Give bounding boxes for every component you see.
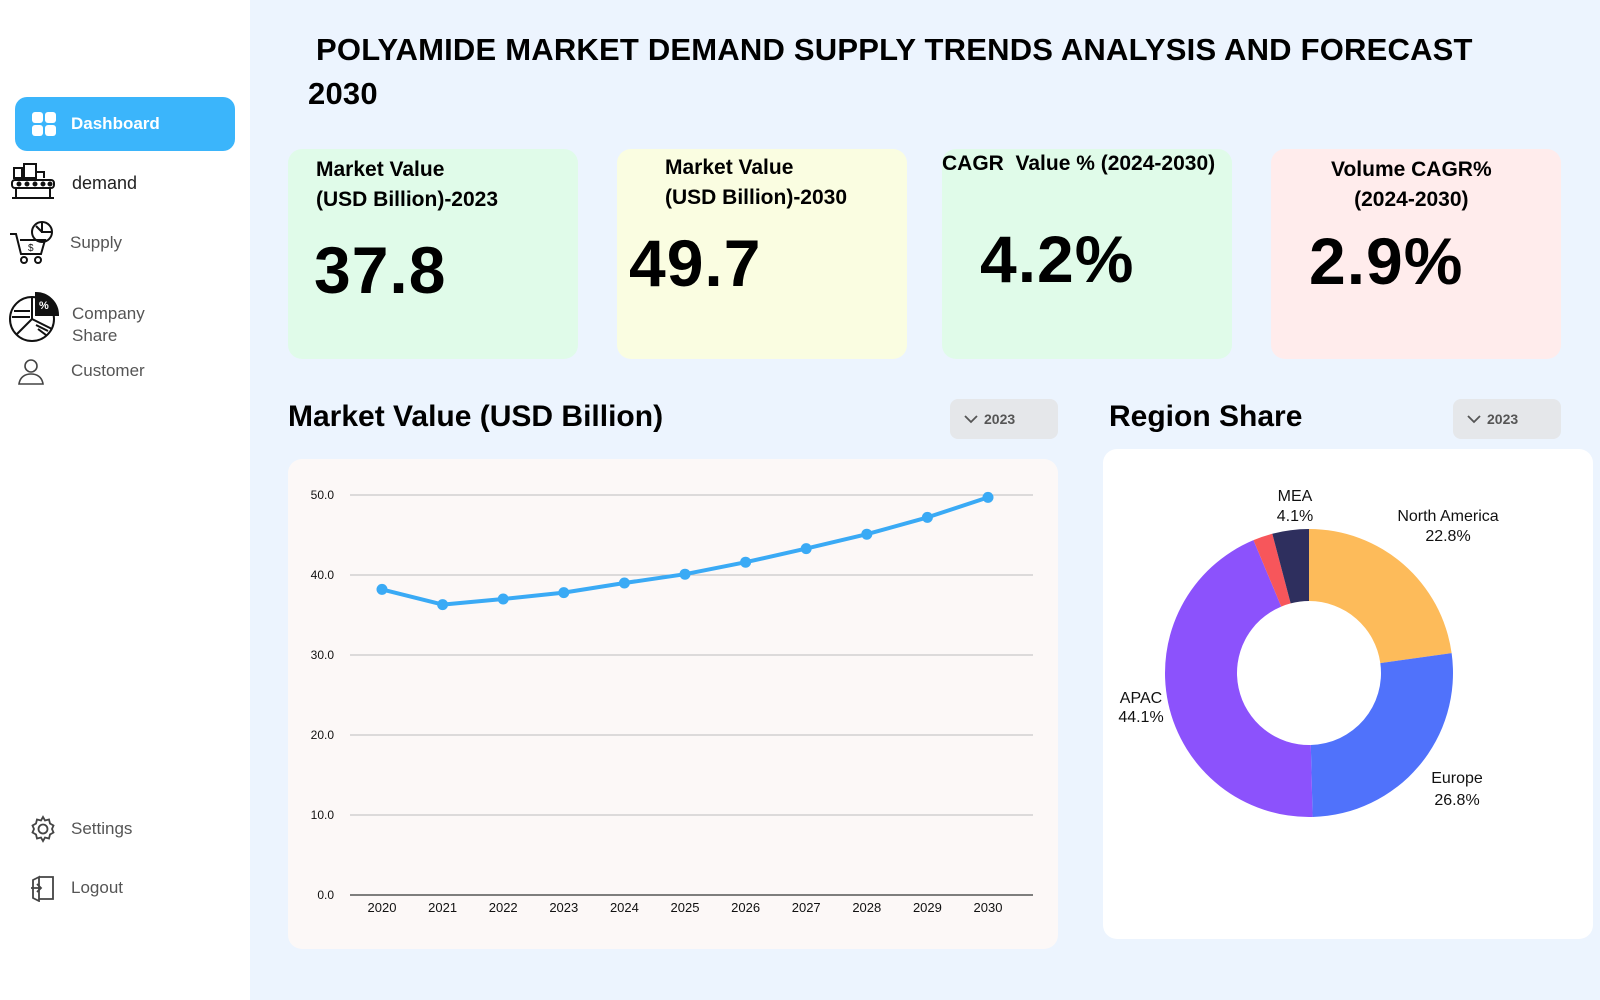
kpi-card-volume-cagr: Volume CAGR% (2024-2030) 2.9% (1271, 149, 1561, 359)
kpi-value: 2.9% (1309, 224, 1464, 298)
sidebar-item-label: Customer (71, 361, 145, 380)
data-point (679, 568, 691, 580)
data-point (982, 491, 994, 503)
data-point (800, 543, 812, 555)
logout-door-icon (29, 874, 57, 902)
page-title-line2: 2030 (308, 76, 378, 111)
gear-icon (29, 815, 57, 843)
slice-value-label: 44.1% (1118, 709, 1163, 726)
kpi-label: Volume CAGR% (1331, 158, 1492, 181)
y-tick-label: 30.0 (311, 648, 335, 662)
cart-dollar-icon: $ (8, 220, 54, 266)
sidebar-item-customer[interactable]: Customer (17, 357, 145, 385)
series-line (381, 495, 989, 607)
kpi-label: (USD Billion)-2023 (316, 188, 499, 211)
data-point (376, 583, 388, 595)
slice-name-label: APAC (1120, 690, 1162, 707)
x-tick-label: 2029 (913, 900, 942, 915)
kpi-label: Market Value (316, 158, 445, 181)
pie-slice (1253, 533, 1291, 607)
data-point (618, 577, 630, 589)
pie-slice (1165, 540, 1313, 817)
x-tick-label: 2023 (549, 900, 578, 915)
market-value-year-dropdown[interactable]: 2023 (950, 399, 1058, 439)
pie-slice (1309, 529, 1452, 664)
region-share-chart-card: North America 22.8% Europe 26.8% APAC 44.1% ME… (1103, 449, 1593, 939)
x-tick-label: 2030 (974, 900, 1003, 915)
dashboard-grid-icon (31, 111, 57, 137)
sidebar-item-company-share[interactable]: % Company Share (8, 287, 145, 347)
svg-text:$: $ (28, 243, 34, 254)
slice-name-label: North America (1397, 508, 1498, 525)
sidebar-item-label: Company (72, 304, 145, 323)
sidebar-item-label: Supply (70, 233, 122, 252)
slice-name-label: Europe (1431, 770, 1483, 787)
data-point (437, 599, 449, 611)
x-tick-label: 2022 (489, 900, 518, 915)
y-tick-label: 10.0 (311, 808, 335, 822)
data-point (497, 593, 509, 605)
region-share-year-dropdown[interactable]: 2023 (1453, 399, 1561, 439)
kpi-value: 49.7 (629, 226, 762, 300)
kpi-label: (USD Billion)-2030 (665, 186, 848, 209)
settings-label: Settings (71, 819, 133, 838)
user-icon (17, 357, 45, 385)
dropdown-value: 2023 (984, 411, 1016, 427)
kpi-label: CAGR Value % (2024-2030) (942, 152, 1216, 175)
sidebar-item-demand[interactable]: demand (10, 162, 137, 204)
y-tick-label: 50.0 (311, 488, 335, 502)
y-tick-label: 0.0 (317, 888, 334, 902)
x-tick-label: 2027 (792, 900, 821, 915)
slice-value-label: 4.1% (1277, 508, 1313, 525)
sidebar-item-label: Share (72, 326, 118, 345)
data-point (740, 556, 752, 568)
data-point (861, 528, 873, 540)
market-value-chart-card: 0.0 10.0 20.0 30.0 40.0 50.0 2020 2021 2022 2023 2… (288, 459, 1058, 949)
kpi-label: (2024-2030) (1354, 188, 1469, 211)
x-tick-label: 2025 (671, 900, 700, 915)
sidebar-item-label: Dashboard (71, 114, 160, 133)
slice-value-label: 26.8% (1434, 792, 1479, 809)
dropdown-value: 2023 (1487, 411, 1519, 427)
settings-button[interactable]: Settings (29, 815, 132, 843)
market-value-line-chart: 0.0 10.0 20.0 30.0 40.0 50.0 2020 2021 2022 2023 2… (311, 488, 1033, 915)
kpi-label: Market Value (665, 156, 794, 179)
data-point (558, 587, 570, 599)
x-tick-label: 2021 (428, 900, 457, 915)
region-share-chart-title: Region Share (1109, 400, 1303, 433)
factory-conveyor-icon (10, 162, 56, 204)
kpi-value: 4.2% (980, 222, 1135, 296)
page-title-line1: POLYAMIDE MARKET DEMAND SUPPLY TRENDS AN… (316, 32, 1473, 67)
slice-value-label: 22.8% (1425, 528, 1470, 545)
logout-label: Logout (71, 878, 123, 897)
chevron-down-icon (1467, 415, 1481, 424)
kpi-card-cagr-value: CAGR Value % (2024-2030) 4.2% (942, 149, 1232, 359)
x-tick-label: 2024 (610, 900, 639, 915)
x-tick-label: 2026 (731, 900, 760, 915)
slice-name-label: MEA (1278, 488, 1313, 505)
kpi-value: 37.8 (314, 233, 447, 307)
y-tick-label: 20.0 (311, 728, 335, 742)
svg-text:%: % (39, 300, 49, 312)
sidebar-item-supply[interactable]: $ Supply (8, 220, 122, 266)
sidebar-item-label: demand (72, 172, 138, 193)
market-value-chart-title: Market Value (USD Billion) (288, 400, 664, 433)
pie-slice (1310, 653, 1453, 817)
logout-button[interactable]: Logout (29, 874, 123, 902)
kpi-card-market-value-2023: Market Value (USD Billion)-2023 37.8 (288, 149, 578, 359)
kpi-card-market-value-2030: Market Value (USD Billion)-2030 49.7 (617, 149, 907, 359)
region-share-donut-chart: North America 22.8% Europe 26.8% APAC 44.1% ME… (1118, 488, 1499, 817)
pie-slice (1272, 529, 1309, 604)
y-tick-label: 40.0 (311, 568, 335, 582)
x-tick-label: 2020 (368, 900, 397, 915)
pie-percent-icon: % (8, 291, 60, 343)
sidebar: Dashboard demand $ Supply (0, 0, 250, 1000)
chevron-down-icon (964, 415, 978, 424)
page-title: POLYAMIDE MARKET DEMAND SUPPLY TRENDS AN… (308, 28, 1526, 116)
data-point (921, 511, 933, 523)
x-tick-label: 2028 (852, 900, 881, 915)
sidebar-item-dashboard[interactable]: Dashboard (15, 97, 235, 151)
